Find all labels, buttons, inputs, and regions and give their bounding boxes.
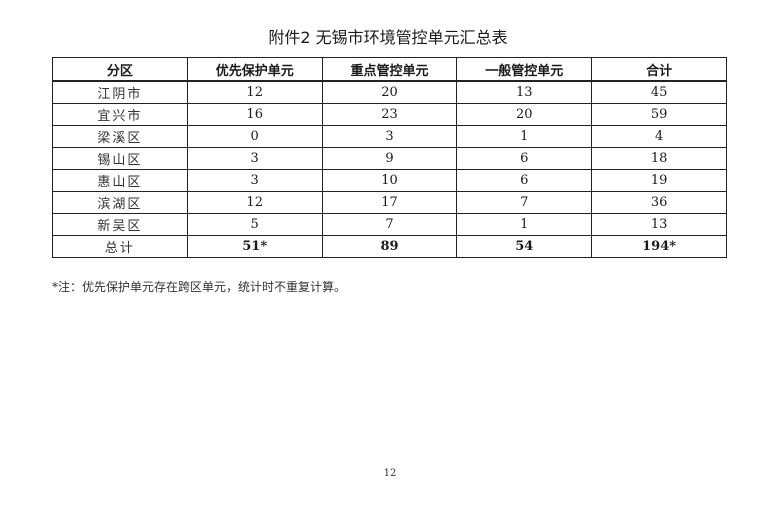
footnote: *注：优先保护单元存在跨区单元，统计时不重复计算。 [52,280,347,294]
value-cell: 10 [321,169,458,192]
value-cell: 6 [456,169,593,192]
header-cell: 优先保护单元 [186,57,323,82]
region-cell: 江阴市 [52,80,188,104]
table-row: 锡山区 3 9 6 18 [52,147,727,170]
value-cell: 5 [186,213,323,236]
value-cell: 7 [456,191,593,214]
value-cell: 45 [591,80,727,104]
value-cell: 1 [456,125,593,148]
page-title: 附件2 无锡市环境管控单元汇总表 [268,28,508,47]
value-cell: 19 [591,169,727,192]
value-cell: 59 [591,103,727,126]
value-cell: 0 [186,125,323,148]
region-cell: 宜兴市 [52,103,188,126]
value-cell: 23 [321,103,458,126]
header-cell: 合计 [591,57,727,82]
value-cell: 13 [456,80,593,104]
value-cell: 89 [321,235,458,258]
value-cell: 3 [321,125,458,148]
value-cell: 18 [591,147,727,170]
value-cell: 12 [186,80,323,104]
value-cell: 7 [321,213,458,236]
value-cell: 13 [591,213,727,236]
region-cell: 锡山区 [52,147,188,170]
region-cell: 滨湖区 [52,191,188,214]
value-cell: 12 [186,191,323,214]
value-cell: 16 [186,103,323,126]
value-cell: 20 [456,103,593,126]
table-header-row: 分区 优先保护单元 重点管控单元 一般管控单元 合计 [52,57,727,82]
page-number: 12 [383,468,397,479]
region-cell: 总计 [52,235,188,258]
value-cell: 9 [321,147,458,170]
value-cell: 3 [186,147,323,170]
value-cell: 194* [591,235,727,258]
table-row: 滨湖区 12 17 7 36 [52,191,727,214]
value-cell: 6 [456,147,593,170]
table-row: 梁溪区 0 3 1 4 [52,125,727,148]
value-cell: 17 [321,191,458,214]
value-cell: 4 [591,125,727,148]
region-cell: 新吴区 [52,213,188,236]
table-row: 惠山区 3 10 6 19 [52,169,727,192]
value-cell: 51* [186,235,323,258]
table-row: 江阴市 12 20 13 45 [52,80,727,104]
value-cell: 54 [456,235,593,258]
header-cell: 分区 [52,57,188,82]
summary-table: 分区 优先保护单元 重点管控单元 一般管控单元 合计 江阴市 12 20 13 45 宜兴… [52,57,727,258]
region-cell: 梁溪区 [52,125,188,148]
value-cell: 36 [591,191,727,214]
table-total-row: 总计 51* 89 54 194* [52,235,727,258]
value-cell: 3 [186,169,323,192]
table-row: 宜兴市 16 23 20 59 [52,103,727,126]
value-cell: 20 [321,80,458,104]
header-cell: 重点管控单元 [321,57,458,82]
region-cell: 惠山区 [52,169,188,192]
header-cell: 一般管控单元 [456,57,593,82]
table-row: 新吴区 5 7 1 13 [52,213,727,236]
value-cell: 1 [456,213,593,236]
